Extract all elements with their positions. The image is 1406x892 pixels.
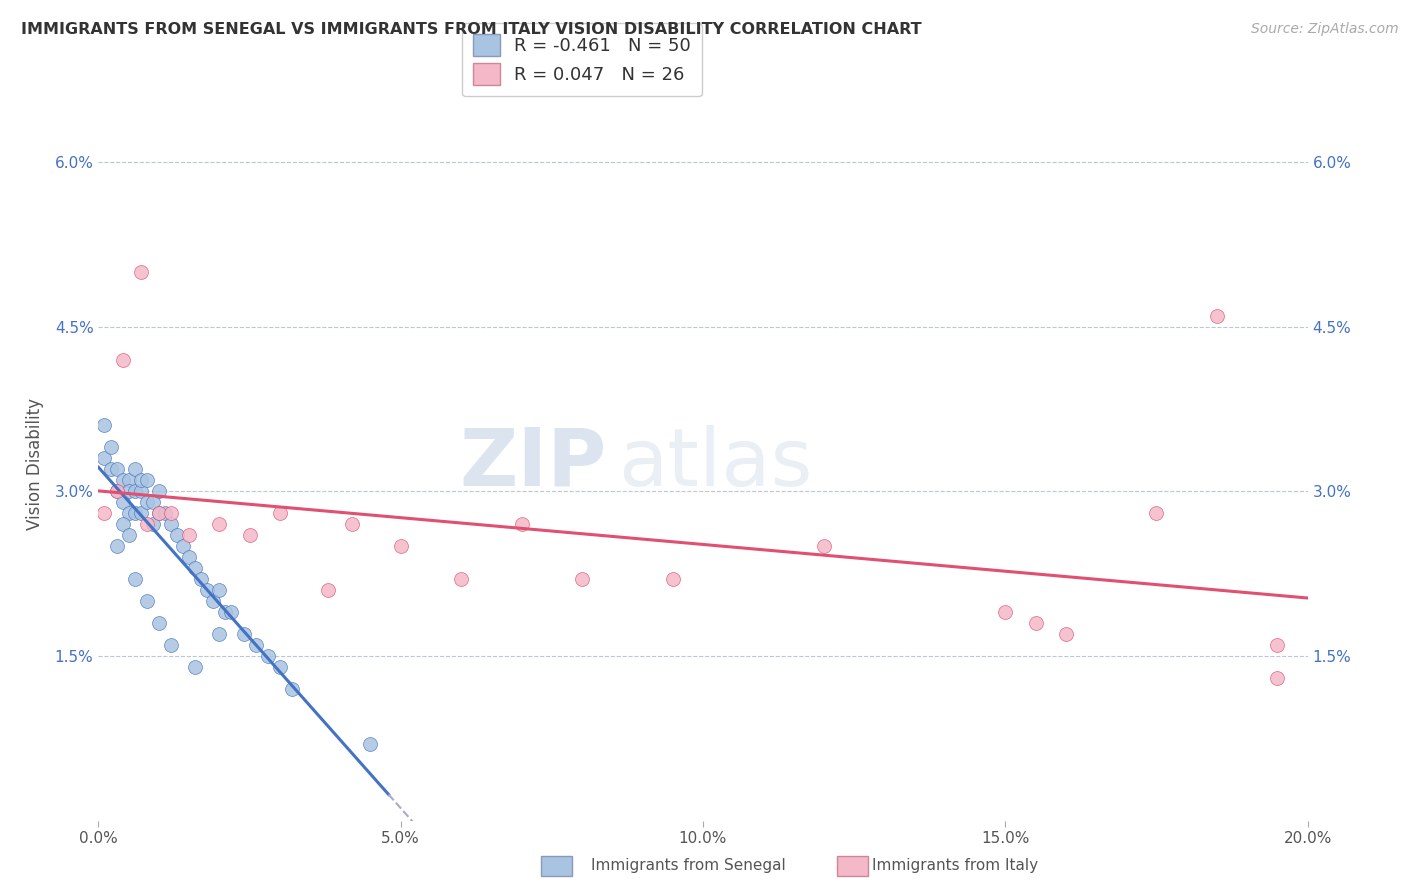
Point bbox=[195, 583, 218, 598]
Point bbox=[148, 506, 170, 520]
Point bbox=[148, 484, 170, 499]
Legend: R = -0.461   N = 50, R = 0.047   N = 26: R = -0.461 N = 50, R = 0.047 N = 26 bbox=[463, 23, 702, 96]
Point bbox=[208, 627, 231, 641]
Point bbox=[281, 681, 304, 696]
Point bbox=[389, 539, 412, 553]
Point bbox=[179, 528, 201, 542]
Point bbox=[269, 506, 291, 520]
Point bbox=[179, 550, 201, 565]
Point bbox=[184, 561, 207, 575]
Point bbox=[208, 583, 231, 598]
Point bbox=[148, 506, 170, 520]
Text: Immigrants from Italy: Immigrants from Italy bbox=[872, 858, 1038, 872]
Text: Immigrants from Senegal: Immigrants from Senegal bbox=[591, 858, 786, 872]
Point bbox=[105, 484, 128, 499]
Point bbox=[135, 517, 157, 532]
Point bbox=[124, 484, 146, 499]
Point bbox=[111, 517, 134, 532]
Point bbox=[1054, 627, 1077, 641]
Point bbox=[118, 473, 141, 487]
Point bbox=[269, 660, 291, 674]
Point bbox=[184, 660, 207, 674]
Point bbox=[124, 462, 146, 476]
Point bbox=[256, 648, 278, 663]
Point bbox=[135, 594, 157, 608]
Point bbox=[129, 506, 152, 520]
Point bbox=[105, 484, 128, 499]
Point bbox=[221, 605, 243, 619]
Point bbox=[813, 539, 835, 553]
Point bbox=[166, 528, 188, 542]
Point bbox=[93, 451, 115, 466]
Point bbox=[135, 473, 157, 487]
Point bbox=[124, 572, 146, 586]
Point bbox=[232, 627, 254, 641]
Point bbox=[118, 484, 141, 499]
Point bbox=[100, 462, 122, 476]
Point bbox=[111, 352, 134, 367]
Point bbox=[129, 484, 152, 499]
Point bbox=[190, 572, 212, 586]
Point bbox=[142, 517, 165, 532]
Point bbox=[1206, 309, 1229, 323]
Point bbox=[105, 462, 128, 476]
Point bbox=[208, 517, 231, 532]
Text: Source: ZipAtlas.com: Source: ZipAtlas.com bbox=[1251, 22, 1399, 37]
Point bbox=[202, 594, 225, 608]
Point bbox=[510, 517, 533, 532]
Point bbox=[129, 265, 152, 279]
Point bbox=[1144, 506, 1167, 520]
Text: atlas: atlas bbox=[619, 425, 813, 503]
Y-axis label: Vision Disability: Vision Disability bbox=[25, 398, 44, 530]
Point bbox=[1267, 671, 1289, 685]
Point bbox=[316, 583, 339, 598]
Text: IMMIGRANTS FROM SENEGAL VS IMMIGRANTS FROM ITALY VISION DISABILITY CORRELATION C: IMMIGRANTS FROM SENEGAL VS IMMIGRANTS FR… bbox=[21, 22, 922, 37]
Point bbox=[214, 605, 236, 619]
Point bbox=[994, 605, 1017, 619]
Point bbox=[142, 495, 165, 509]
Point bbox=[93, 506, 115, 520]
Point bbox=[1267, 638, 1289, 652]
Point bbox=[239, 528, 262, 542]
Point bbox=[135, 495, 157, 509]
Point bbox=[160, 638, 183, 652]
Point bbox=[148, 615, 170, 630]
Point bbox=[571, 572, 593, 586]
Point bbox=[118, 506, 141, 520]
Point bbox=[662, 572, 685, 586]
Point bbox=[450, 572, 472, 586]
Point bbox=[111, 495, 134, 509]
Text: ZIP: ZIP bbox=[458, 425, 606, 503]
Point bbox=[153, 506, 176, 520]
Point bbox=[245, 638, 267, 652]
Point bbox=[160, 517, 183, 532]
Point bbox=[124, 506, 146, 520]
Point bbox=[100, 441, 122, 455]
Point bbox=[1024, 615, 1046, 630]
Point bbox=[160, 506, 183, 520]
Point bbox=[93, 418, 115, 433]
Point bbox=[360, 737, 382, 751]
Point bbox=[129, 473, 152, 487]
Point bbox=[118, 528, 141, 542]
Point bbox=[105, 539, 128, 553]
Point bbox=[111, 473, 134, 487]
Point bbox=[342, 517, 364, 532]
Point bbox=[172, 539, 194, 553]
